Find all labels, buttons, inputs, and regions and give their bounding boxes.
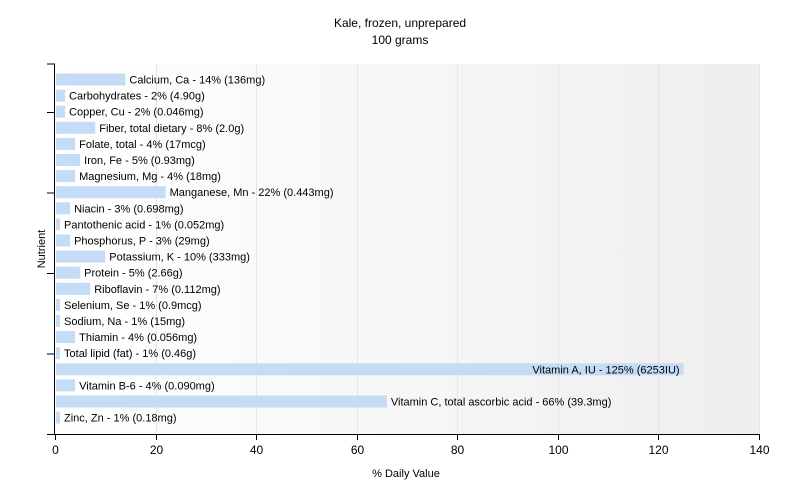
bar — [56, 186, 166, 199]
bar — [56, 170, 76, 183]
x-axis-label: % Daily Value — [372, 468, 440, 480]
bar — [56, 347, 61, 360]
bar — [56, 266, 81, 279]
x-tick-label: 60 — [351, 443, 365, 457]
bar-label: Vitamin C, total ascorbic acid - 66% (39… — [391, 397, 612, 409]
bar-label: Vitamin B-6 - 4% (0.090mg) — [79, 380, 215, 392]
chart-title: Kale, frozen, unprepared — [334, 16, 466, 30]
bar-label: Iron, Fe - 5% (0.93mg) — [84, 155, 195, 167]
bar — [56, 315, 61, 327]
x-tick-label: 20 — [150, 443, 164, 457]
bar — [56, 234, 71, 247]
axes — [47, 63, 760, 440]
bar — [56, 331, 76, 344]
bar — [56, 202, 71, 215]
bar — [56, 411, 61, 424]
x-tick-label: 100 — [548, 443, 568, 457]
x-tick-labels: 0 20 40 60 80 100 120 140 — [52, 443, 770, 457]
x-tick-label: 40 — [250, 443, 264, 457]
bar-label: Potassium, K - 10% (333mg) — [109, 252, 250, 264]
chart-subtitle: 100 grams — [372, 33, 429, 47]
bar-label: Pantothenic acid - 1% (0.052mg) — [64, 219, 224, 231]
bar-label: Total lipid (fat) - 1% (0.46g) — [64, 348, 196, 360]
x-tick-label: 0 — [52, 443, 59, 457]
bar-label: Carbohydrates - 2% (4.90g) — [69, 91, 205, 103]
bar — [56, 250, 106, 263]
bar — [56, 154, 81, 166]
bar — [56, 121, 96, 134]
bar-label: Magnesium, Mg - 4% (18mg) — [79, 171, 221, 183]
plot-background — [55, 64, 759, 434]
bar-label: Protein - 5% (2.66g) — [84, 268, 182, 280]
bar-label: Calcium, Ca - 14% (136mg) — [129, 75, 265, 87]
bar-label: Zinc, Zn - 1% (0.18mg) — [64, 413, 176, 425]
bar-label: Phosphorus, P - 3% (29mg) — [74, 236, 210, 248]
x-tick-label: 140 — [749, 443, 769, 457]
bar-label: Riboflavin - 7% (0.112mg) — [94, 284, 220, 296]
bar-label: Sodium, Na - 1% (15mg) — [64, 316, 185, 328]
bar — [56, 218, 61, 231]
x-tick-label: 80 — [451, 443, 465, 457]
bar — [56, 73, 126, 86]
bar — [56, 379, 76, 392]
bar — [56, 298, 61, 311]
x-tick-label: 120 — [648, 443, 668, 457]
bar — [56, 105, 66, 118]
bar-label: Fiber, total dietary - 8% (2.0g) — [99, 123, 244, 135]
bar — [56, 137, 76, 150]
bar-label: Selenium, Se - 1% (0.9mcg) — [64, 300, 202, 312]
bar-label: Thiamin - 4% (0.056mg) — [79, 332, 197, 344]
y-axis-label: Nutrient — [36, 230, 48, 269]
bar-label: Vitamin A, IU - 125% (6253IU) — [532, 364, 679, 376]
bar-label: Copper, Cu - 2% (0.046mg) — [69, 107, 204, 119]
bars — [56, 73, 684, 424]
bar — [56, 363, 684, 376]
bar-label: Niacin - 3% (0.698mg) — [74, 203, 183, 215]
bar — [56, 89, 66, 102]
bar-labels: Calcium, Ca - 14% (136mg) Carbohydrates -… — [64, 75, 680, 425]
grid-lines — [156, 64, 760, 434]
bar — [56, 282, 91, 295]
bar-label: Manganese, Mn - 22% (0.443mg) — [170, 187, 334, 199]
bar-label: Folate, total - 4% (17mcg) — [79, 139, 206, 151]
bar — [56, 395, 387, 408]
